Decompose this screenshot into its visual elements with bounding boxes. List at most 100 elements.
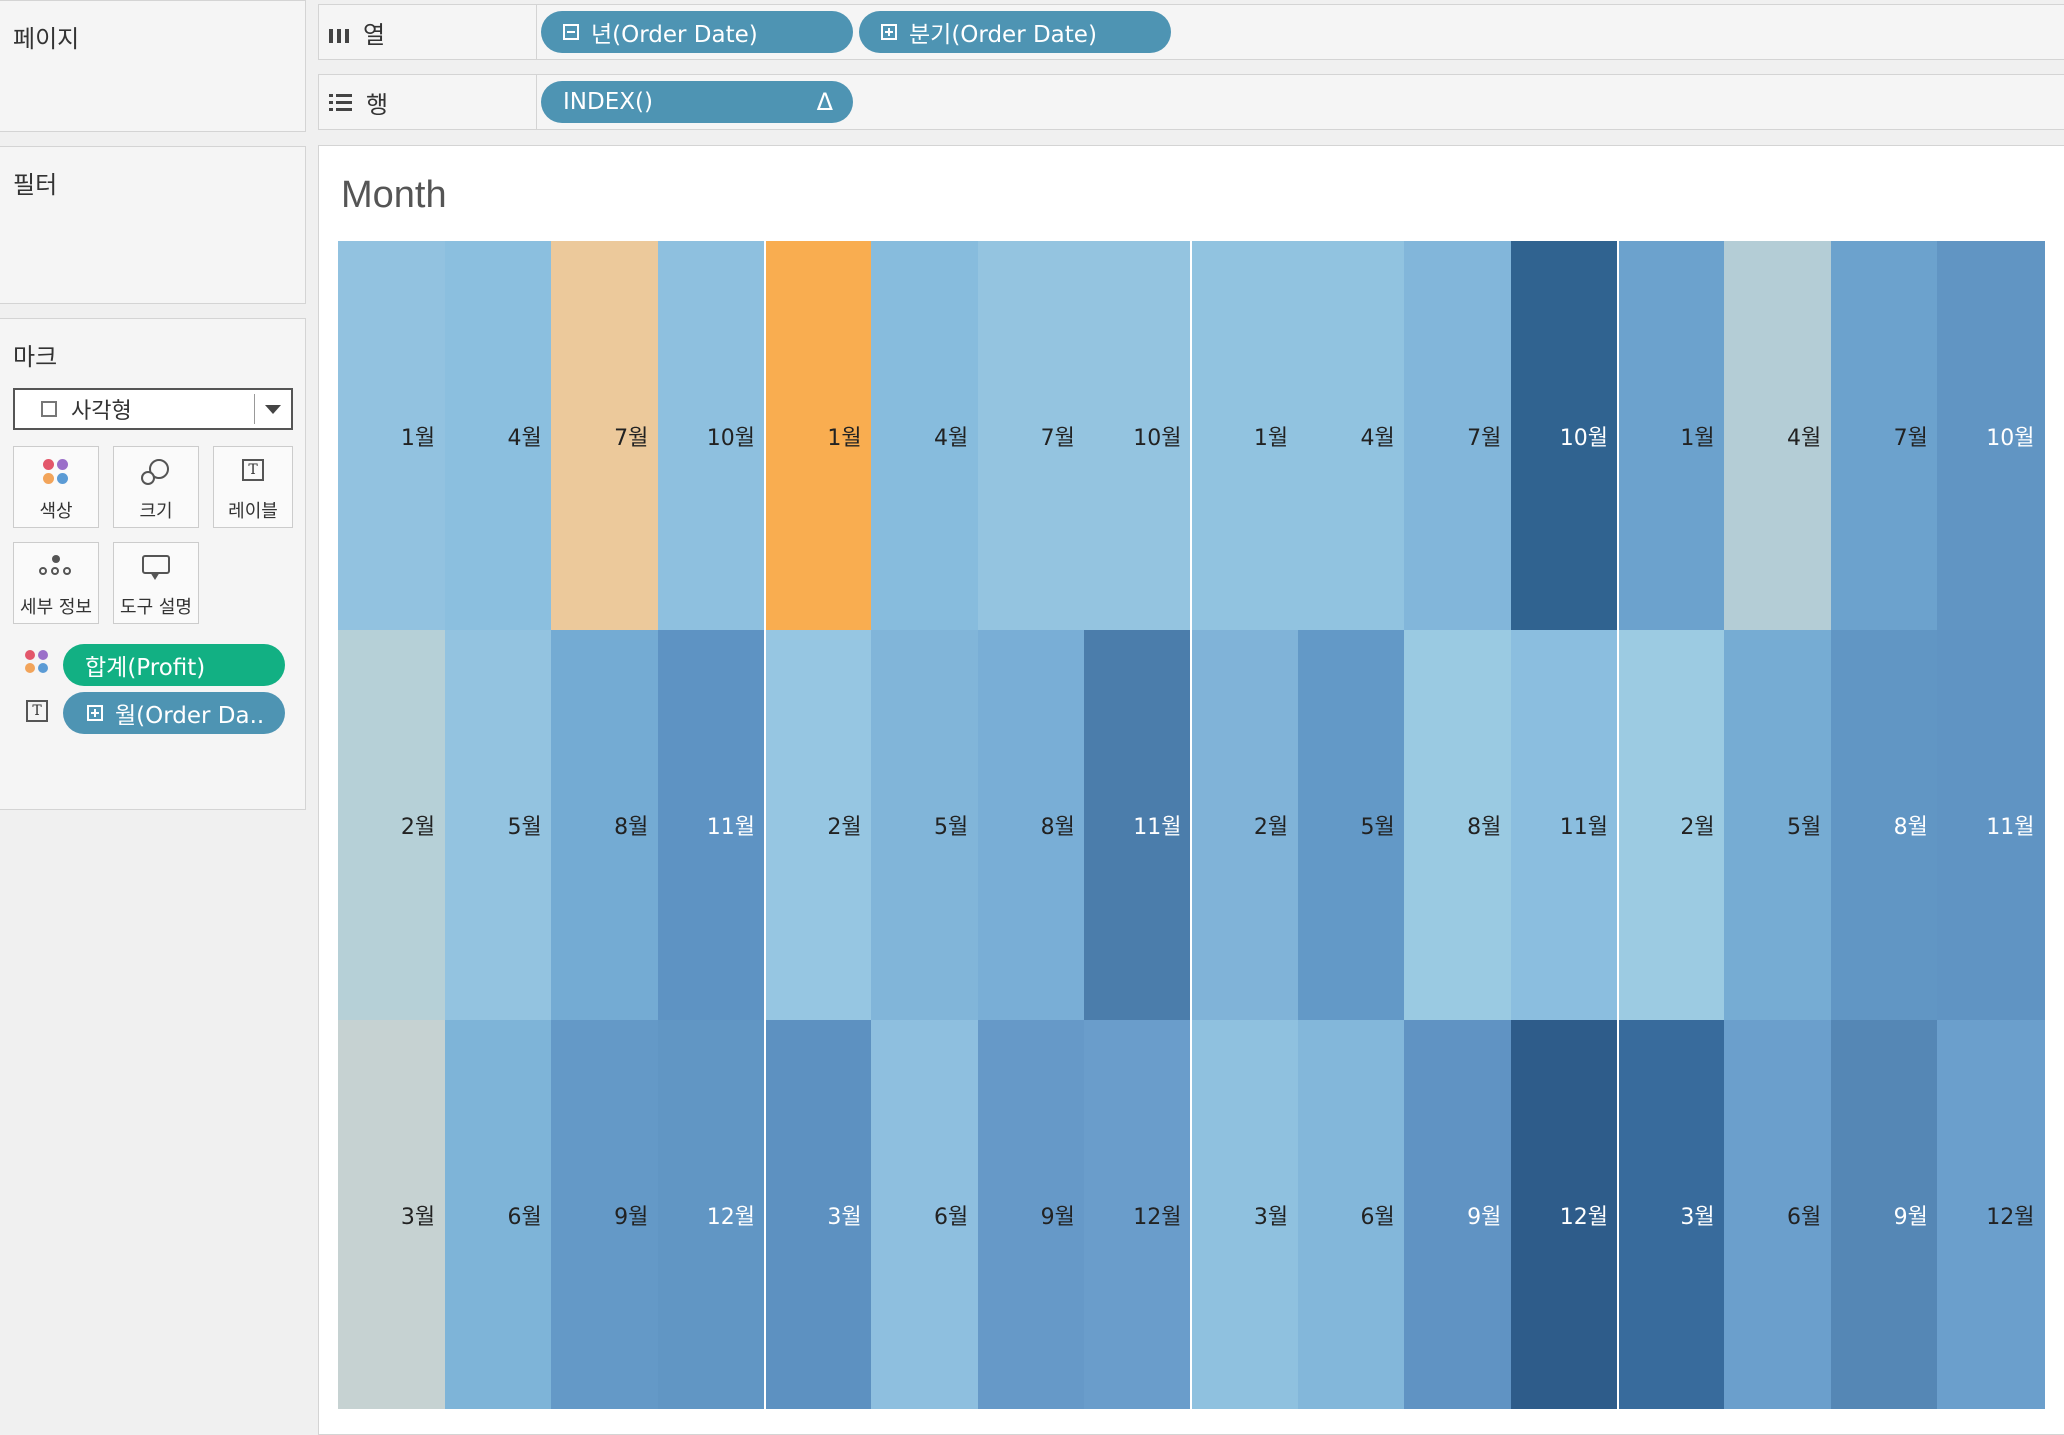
heatmap-cell[interactable]: 8월	[1404, 630, 1512, 1021]
marks-title: 마크	[13, 343, 58, 371]
tooltip-tile[interactable]: 도구 설명	[113, 542, 199, 624]
month-heatmap[interactable]: 1월 4월 7월 10월 1월 4월 7월 10월 1월 4월 7월 10월 1월 4월 7월 10월 2월 5월…	[338, 241, 2045, 1410]
columns-icon	[329, 21, 349, 43]
heatmap-cell[interactable]: 11월	[657, 630, 765, 1021]
heatmap-cell[interactable]: 9월	[551, 1019, 659, 1410]
marks-card: 마크 사각형 색상 크기 T 레이블 세부 정보	[0, 318, 306, 810]
heatmap-cell[interactable]: 10월	[1937, 241, 2045, 631]
year-pill-label: 년(Order Date)	[591, 22, 758, 48]
heatmap-cell[interactable]: 3월	[338, 1019, 446, 1410]
heatmap-cell[interactable]: 1월	[338, 241, 446, 631]
heatmap-cell[interactable]: 4월	[444, 241, 552, 631]
heatmap-cell[interactable]: 5월	[1724, 630, 1832, 1021]
tooltip-tile-label: 도구 설명	[120, 597, 192, 618]
heatmap-cell[interactable]: 6월	[1724, 1019, 1832, 1410]
quarter-pill-label: 분기(Order Date)	[909, 22, 1097, 48]
heatmap-cell[interactable]: 4월	[1297, 241, 1405, 631]
heatmap-cell[interactable]: 11월	[1084, 630, 1192, 1021]
expand-plus-icon[interactable]	[87, 705, 103, 721]
detail-dots-icon	[39, 555, 73, 579]
rows-shelf-label: 행	[319, 75, 537, 129]
columns-shelf-label: 열	[319, 5, 537, 59]
heatmap-cell[interactable]: 8월	[551, 630, 659, 1021]
year-divider	[1616, 241, 1619, 1409]
heatmap-cell[interactable]: 4월	[871, 241, 979, 631]
index-pill[interactable]: INDEX() Δ	[541, 81, 853, 123]
heatmap-cell[interactable]: 7월	[1830, 241, 1938, 631]
rows-label: 행	[366, 90, 389, 119]
heatmap-cell[interactable]: 6월	[871, 1019, 979, 1410]
heatmap-cell[interactable]: 9월	[1404, 1019, 1512, 1410]
heatmap-cell[interactable]: 2월	[1191, 630, 1299, 1021]
dropdown-divider	[254, 394, 255, 424]
heatmap-cell[interactable]: 1월	[1191, 241, 1299, 631]
heatmap-cell[interactable]: 2월	[1617, 630, 1725, 1021]
columns-label: 열	[363, 20, 386, 49]
heatmap-cell[interactable]: 10월	[1084, 241, 1192, 631]
detail-tile[interactable]: 세부 정보	[13, 542, 99, 624]
rows-list-icon	[329, 93, 352, 111]
heatmap-cell[interactable]: 4월	[1724, 241, 1832, 631]
size-circles-icon	[141, 459, 171, 487]
delta-icon: Δ	[816, 88, 833, 116]
month-pill-label: 월(Order Da..	[115, 703, 265, 729]
columns-shelf[interactable]: 열 년(Order Date) 분기(Order Date)	[318, 4, 2064, 60]
text-t-icon: T	[242, 459, 264, 481]
color-tile[interactable]: 색상	[13, 446, 99, 528]
heatmap-cell[interactable]: 9월	[1830, 1019, 1938, 1410]
heatmap-cell[interactable]: 11월	[1510, 630, 1618, 1021]
month-pill[interactable]: 월(Order Da..	[63, 692, 285, 734]
color-dots-icon	[43, 459, 69, 485]
heatmap-cell[interactable]: 6월	[1297, 1019, 1405, 1410]
heatmap-cell[interactable]: 1월	[764, 241, 872, 631]
speech-bubble-icon	[142, 555, 170, 581]
heatmap-cell[interactable]: 5월	[444, 630, 552, 1021]
heatmap-cell[interactable]: 8월	[977, 630, 1085, 1021]
expand-plus-icon[interactable]	[881, 24, 897, 40]
square-icon	[41, 401, 57, 417]
heatmap-cell[interactable]: 5월	[1297, 630, 1405, 1021]
year-divider	[1190, 241, 1192, 1409]
heatmap-cell[interactable]: 7월	[551, 241, 659, 631]
label-tile[interactable]: T 레이블	[213, 446, 293, 528]
pages-card[interactable]: 페이지	[0, 0, 306, 132]
index-pill-label: INDEX()	[563, 89, 653, 115]
filters-title: 필터	[13, 171, 58, 199]
heatmap-cell[interactable]: 12월	[657, 1019, 765, 1410]
chevron-down-icon[interactable]	[265, 405, 281, 414]
heatmap-cell[interactable]: 3월	[764, 1019, 872, 1410]
rows-shelf[interactable]: 행 INDEX() Δ	[318, 74, 2064, 130]
mark-type-value: 사각형	[71, 399, 132, 424]
collapse-minus-icon[interactable]	[563, 24, 579, 40]
heatmap-cell[interactable]: 2월	[764, 630, 872, 1021]
heatmap-cell[interactable]: 11월	[1937, 630, 2045, 1021]
heatmap-cell[interactable]: 1월	[1617, 241, 1725, 631]
heatmap-cell[interactable]: 10월	[657, 241, 765, 631]
year-pill[interactable]: 년(Order Date)	[541, 11, 853, 53]
heatmap-cell[interactable]: 7월	[977, 241, 1085, 631]
text-t-icon: T	[26, 700, 48, 722]
heatmap-cell[interactable]: 10월	[1510, 241, 1618, 631]
mark-type-dropdown[interactable]: 사각형	[13, 388, 293, 430]
heatmap-cell[interactable]: 8월	[1830, 630, 1938, 1021]
heatmap-cell[interactable]: 6월	[444, 1019, 552, 1410]
detail-tile-label: 세부 정보	[20, 597, 92, 618]
heatmap-cell[interactable]: 5월	[871, 630, 979, 1021]
heatmap-cell[interactable]: 7월	[1404, 241, 1512, 631]
size-tile[interactable]: 크기	[113, 446, 199, 528]
heatmap-cell[interactable]: 3월	[1617, 1019, 1725, 1410]
heatmap-cell[interactable]: 3월	[1191, 1019, 1299, 1410]
heatmap-cell[interactable]: 9월	[977, 1019, 1085, 1410]
size-tile-label: 크기	[139, 501, 173, 522]
heatmap-cell[interactable]: 12월	[1937, 1019, 2045, 1410]
heatmap-cell[interactable]: 12월	[1084, 1019, 1192, 1410]
year-divider	[763, 241, 766, 1409]
heatmap-cell[interactable]: 12월	[1510, 1019, 1618, 1410]
color-tile-label: 색상	[39, 501, 73, 522]
filters-card[interactable]: 필터	[0, 146, 306, 304]
profit-pill[interactable]: 합계(Profit)	[63, 644, 285, 686]
quarter-pill[interactable]: 분기(Order Date)	[859, 11, 1171, 53]
color-dots-icon	[25, 650, 49, 674]
heatmap-cell[interactable]: 2월	[338, 630, 446, 1021]
profit-pill-label: 합계(Profit)	[85, 655, 206, 681]
